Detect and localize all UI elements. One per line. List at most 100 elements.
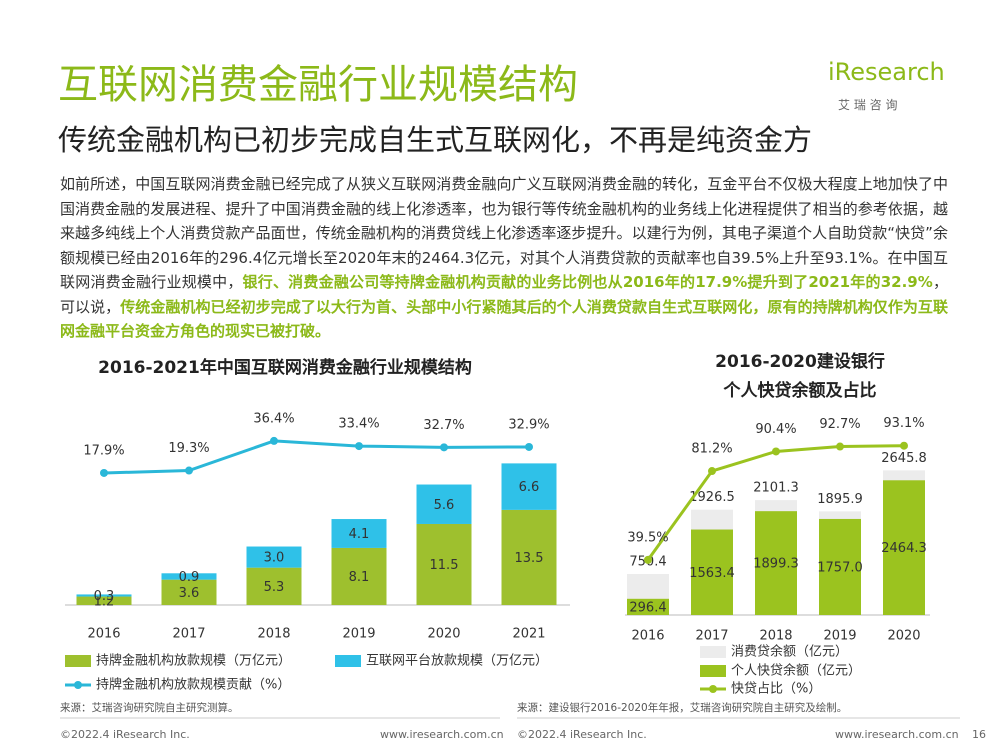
x-tick-label: 2021 [512,627,545,642]
value-label: 1899.3 [753,557,799,572]
copyright: ©2022.4 iResearch Inc. [517,728,647,741]
line-point [836,442,844,451]
value-label: 2464.3 [881,541,927,556]
x-tick-label: 2019 [342,627,375,642]
line-point [440,443,448,452]
legend-label: 持牌金融机构放款规模（万亿元） [96,653,291,669]
chart-title: 个人快贷余额及占比 [723,380,877,401]
bar [819,518,861,615]
value-label: 11.5 [430,558,459,573]
value-label: 1895.9 [817,492,863,507]
value-label: 81.2% [691,442,732,457]
page-number: 16 [972,728,986,741]
legend-label: 互联网平台放款规模（万亿元） [366,654,548,669]
url: www.iresearch.com.cn [380,728,504,741]
line-point [355,442,363,451]
text-segment: 银行、消费金融公司等持牌金融机构贡献的业务比例也从2016年的17.9%提升到了… [242,273,933,291]
bar [883,480,925,615]
value-label: 5.6 [434,498,455,513]
x-tick-label: 2020 [427,627,460,642]
x-tick-label: 2017 [695,629,728,644]
legend-swatch [709,685,717,693]
bar [501,463,557,510]
bar [691,529,733,615]
value-label: 1.2 [94,594,115,609]
legend-label: 个人快贷余额（亿元） [731,663,861,679]
text-segment: ，可以说， [60,273,948,316]
legend-label: 快贷占比（%） [731,682,821,697]
value-label: 93.1% [883,416,924,431]
legend-label: 消费贷余额（亿元） [731,644,848,660]
bar [331,547,387,605]
bar [627,598,669,615]
value-label: 90.4% [755,422,796,437]
chart-title: 2016-2020建设银行 [715,351,885,372]
legend-swatch [335,655,361,667]
bar [76,594,132,597]
legend-swatch [74,681,82,689]
line-point [270,436,278,445]
chart-title: 2016-2021年中国互联网消费金融行业规模结构 [98,357,472,378]
copyright: ©2022.4 iResearch Inc. [60,728,190,741]
value-label: 8.1 [349,570,370,585]
value-label: 1926.5 [689,490,735,505]
bar [416,523,472,605]
value-label: 3.6 [179,586,200,601]
logo: iResearch [828,58,945,86]
legend-label: 持牌金融机构放款规模贡献（%） [96,677,290,693]
body-text: 如前所述，中国互联网消费金融已经完成了从狭义互联网消费金融向广义互联网消费金融的… [60,172,948,344]
value-label: 296.4 [629,600,666,615]
value-label: 13.5 [515,551,544,566]
bar [246,546,302,568]
legend-swatch [700,665,726,677]
line-point [525,442,533,451]
source-note: 来源：建设银行2016-2020年年报，艾瑞咨询研究院自主研究及绘制。 [517,701,847,714]
value-label: 0.3 [94,589,115,604]
line-point [100,468,108,477]
value-label: 36.4% [253,411,294,426]
line-point [185,466,193,475]
x-tick-label: 2019 [823,629,856,644]
value-label: 17.9% [83,443,124,458]
url: www.iresearch.com.cn [835,728,959,741]
x-tick-label: 2018 [257,627,290,642]
bar [76,596,132,605]
page-title: 互联网消费金融行业规模结构 [58,62,578,108]
line-point [900,441,908,450]
bar [246,567,302,605]
x-tick-label: 2018 [759,629,792,644]
value-label: 92.7% [819,417,860,432]
value-label: 1563.4 [689,566,735,581]
value-label: 3.0 [264,551,285,566]
value-label: 1757.0 [817,560,863,575]
legend-swatch [700,646,726,658]
legend-swatch [65,655,91,667]
logo-sub: 艾 瑞 咨 询 [838,98,898,112]
x-tick-label: 2020 [887,629,920,644]
bar [161,573,217,580]
bar [501,509,557,605]
line [103,439,530,475]
value-label: 39.5% [627,530,668,545]
page-subtitle: 传统金融机构已初步完成自生式互联网化，不再是纯资金方 [58,123,813,157]
x-tick-label: 2017 [172,627,205,642]
value-label: 32.9% [508,417,549,432]
bar [755,511,797,615]
bar [416,484,472,524]
value-label: 4.1 [349,527,370,542]
line-point [644,555,652,564]
value-label: 0.9 [179,570,200,585]
source-note: 来源：艾瑞咨询研究院自主研究测算。 [60,701,239,714]
bar [161,579,217,605]
value-label: 6.6 [519,480,540,495]
text-segment: 传统金融机构已经初步完成了以大行为首、头部中小行紧随其后的个人消费贷款自生式互联… [60,297,948,341]
x-tick-label: 2016 [87,627,120,642]
value-label: 2645.8 [881,451,927,466]
x-tick-label: 2016 [631,629,664,644]
text-segment: 如前所述，中国互联网消费金融已经完成了从狭义互联网消费金融向广义互联网消费金融的… [60,175,948,291]
line-point [708,467,716,476]
bar [331,519,387,548]
line-point [772,447,780,456]
